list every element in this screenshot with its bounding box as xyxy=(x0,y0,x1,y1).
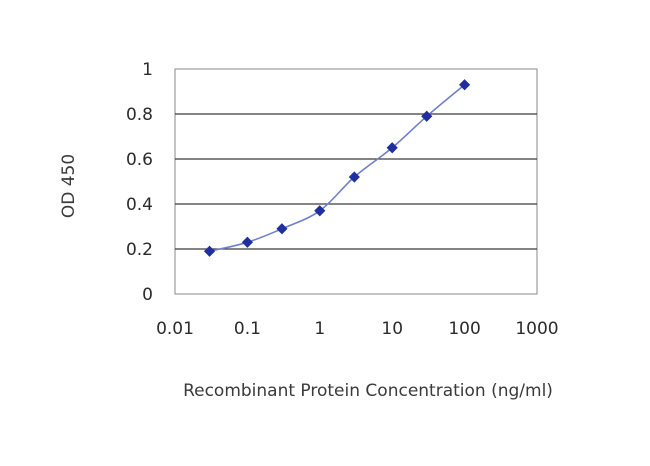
x-tick-label: 1000 xyxy=(515,319,558,339)
data-point-5 xyxy=(386,142,398,154)
data-point-2 xyxy=(276,223,288,235)
gridlines xyxy=(175,113,537,250)
y-tick-label: 0.2 xyxy=(126,240,153,260)
y-tick-label: 0.4 xyxy=(126,195,153,215)
x-tick-label: 0.1 xyxy=(234,319,261,339)
data-series xyxy=(203,79,471,257)
data-point-6 xyxy=(421,110,433,122)
x-axis-title: Recombinant Protein Concentration (ng/ml… xyxy=(183,381,553,401)
x-tick-label: 0.01 xyxy=(156,319,194,339)
x-tick-label: 100 xyxy=(448,319,480,339)
y-tick-label: 0.6 xyxy=(126,150,153,170)
y-tick-label: 1 xyxy=(142,60,153,80)
data-point-3 xyxy=(314,205,326,217)
plot-frame xyxy=(174,68,538,295)
data-point-1 xyxy=(241,236,253,248)
data-point-4 xyxy=(348,171,360,183)
y-axis-title: OD 450 xyxy=(59,154,79,218)
y-tick-label: 0.8 xyxy=(126,105,153,125)
x-tick-label: 1 xyxy=(314,319,325,339)
x-tick-label: 10 xyxy=(381,319,403,339)
data-point-0 xyxy=(203,245,216,257)
x-axis-ticks: 0.01 0.1 1 10 100 1000 xyxy=(156,319,559,339)
plot-area xyxy=(174,68,538,295)
y-axis-ticks: 0 0.2 0.4 0.6 0.8 1 xyxy=(126,60,153,305)
data-point-7 xyxy=(459,79,471,91)
y-tick-label: 0 xyxy=(142,285,153,305)
